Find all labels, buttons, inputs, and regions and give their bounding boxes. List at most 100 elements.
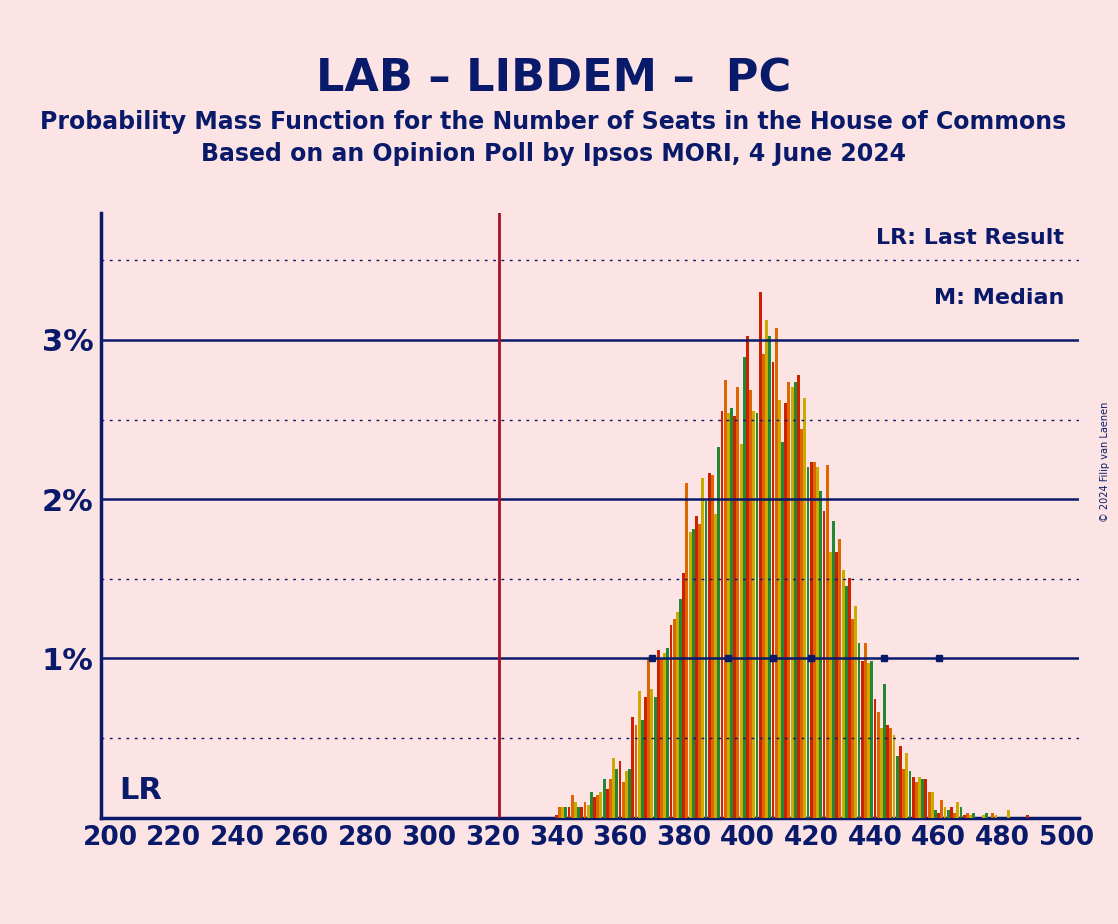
- Bar: [622, 782, 625, 818]
- Bar: [615, 769, 618, 818]
- Bar: [580, 808, 584, 818]
- Bar: [963, 815, 966, 818]
- Bar: [906, 753, 908, 818]
- Bar: [590, 792, 593, 818]
- Bar: [785, 403, 787, 818]
- Bar: [574, 802, 577, 818]
- Bar: [737, 387, 739, 818]
- Bar: [851, 619, 854, 818]
- Text: Based on an Opinion Poll by Ipsos MORI, 4 June 2024: Based on an Opinion Poll by Ipsos MORI, …: [201, 142, 906, 166]
- Bar: [561, 808, 565, 818]
- Bar: [982, 815, 985, 818]
- Bar: [768, 336, 771, 818]
- Bar: [813, 462, 816, 818]
- Bar: [832, 521, 835, 818]
- Bar: [890, 727, 892, 818]
- Bar: [599, 792, 603, 818]
- Bar: [809, 462, 813, 818]
- Bar: [651, 689, 653, 818]
- Bar: [794, 383, 797, 818]
- Bar: [823, 511, 825, 818]
- Bar: [762, 354, 765, 818]
- Text: LR: LR: [120, 776, 162, 805]
- Bar: [609, 779, 612, 818]
- Bar: [842, 570, 844, 818]
- Bar: [756, 413, 758, 818]
- Bar: [568, 808, 570, 818]
- Bar: [759, 292, 761, 818]
- Bar: [877, 712, 880, 818]
- Bar: [892, 736, 896, 818]
- Text: Probability Mass Function for the Number of Seats in the House of Commons: Probability Mass Function for the Number…: [40, 110, 1067, 134]
- Bar: [797, 374, 799, 818]
- Bar: [733, 416, 736, 818]
- Bar: [887, 725, 889, 818]
- Bar: [637, 691, 641, 818]
- Bar: [826, 465, 828, 818]
- Bar: [742, 357, 746, 818]
- Bar: [845, 586, 847, 818]
- Bar: [921, 779, 925, 818]
- Bar: [723, 380, 727, 818]
- Bar: [714, 514, 717, 818]
- Bar: [596, 795, 599, 818]
- Bar: [806, 468, 809, 818]
- Bar: [593, 797, 596, 818]
- Bar: [804, 398, 806, 818]
- Bar: [790, 387, 794, 818]
- Bar: [618, 761, 622, 818]
- Bar: [565, 808, 567, 818]
- Bar: [666, 648, 670, 818]
- Bar: [947, 810, 949, 818]
- Bar: [838, 540, 842, 818]
- Bar: [899, 746, 902, 818]
- Bar: [771, 361, 775, 818]
- Bar: [858, 642, 861, 818]
- Bar: [679, 599, 682, 818]
- Bar: [969, 815, 972, 818]
- Text: LAB – LIBDEM –  PC: LAB – LIBDEM – PC: [315, 57, 792, 100]
- Bar: [909, 772, 911, 818]
- Bar: [746, 336, 749, 818]
- Bar: [1026, 815, 1030, 818]
- Bar: [883, 684, 885, 818]
- Text: © 2024 Filip van Laenen: © 2024 Filip van Laenen: [1100, 402, 1110, 522]
- Bar: [835, 553, 838, 818]
- Bar: [752, 410, 756, 818]
- Bar: [950, 808, 953, 818]
- Text: M: Median: M: Median: [934, 288, 1064, 309]
- Bar: [849, 578, 851, 818]
- Bar: [603, 779, 606, 818]
- Bar: [959, 808, 963, 818]
- Bar: [663, 653, 666, 818]
- Bar: [775, 328, 778, 818]
- Bar: [647, 658, 651, 818]
- Bar: [985, 812, 988, 818]
- Bar: [720, 410, 723, 818]
- Bar: [902, 769, 906, 818]
- Bar: [925, 779, 927, 818]
- Bar: [558, 808, 561, 818]
- Bar: [944, 808, 947, 818]
- Bar: [819, 491, 822, 818]
- Bar: [708, 472, 711, 818]
- Text: LR: Last Result: LR: Last Result: [877, 227, 1064, 248]
- Bar: [992, 812, 994, 818]
- Bar: [954, 812, 956, 818]
- Bar: [778, 400, 780, 818]
- Bar: [654, 697, 656, 818]
- Bar: [800, 429, 803, 818]
- Bar: [966, 812, 969, 818]
- Bar: [632, 717, 634, 818]
- Bar: [956, 802, 959, 818]
- Bar: [606, 789, 608, 818]
- Bar: [918, 776, 921, 818]
- Bar: [711, 475, 714, 818]
- Bar: [896, 756, 899, 818]
- Bar: [781, 442, 784, 818]
- Bar: [625, 772, 628, 818]
- Bar: [613, 759, 615, 818]
- Bar: [718, 446, 720, 818]
- Bar: [880, 727, 883, 818]
- Bar: [915, 782, 918, 818]
